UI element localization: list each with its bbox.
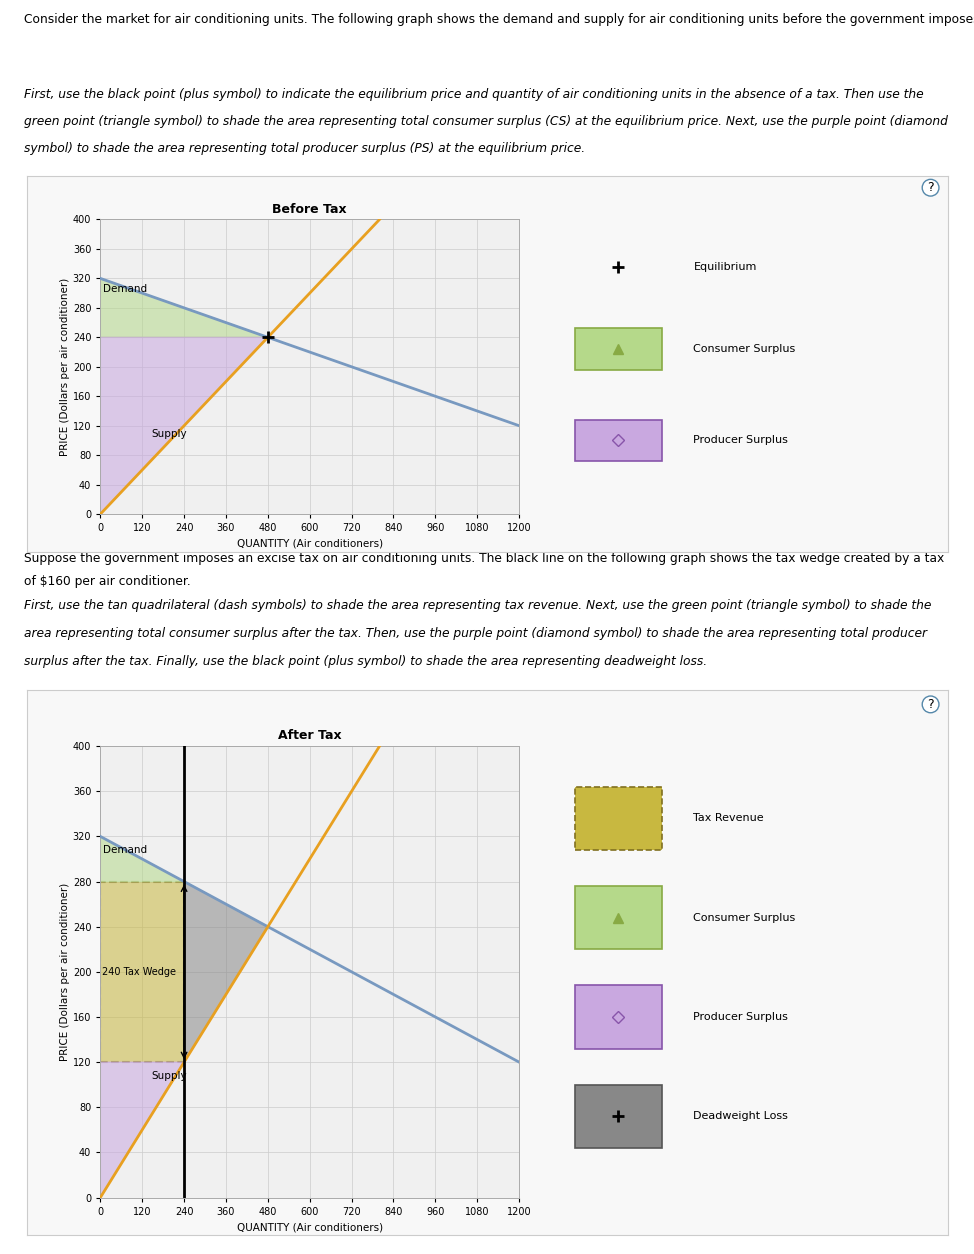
Polygon shape: [100, 836, 184, 882]
Text: symbol) to shade the area representing total producer surplus (PS) at the equili: symbol) to shade the area representing t…: [24, 142, 585, 155]
Text: ?: ?: [927, 181, 934, 194]
Text: Demand: Demand: [103, 285, 147, 295]
Polygon shape: [100, 337, 268, 514]
Text: of $160 per air conditioner.: of $160 per air conditioner.: [24, 574, 191, 588]
Text: Tax Revenue: Tax Revenue: [693, 814, 764, 824]
Text: Supply: Supply: [151, 429, 187, 439]
FancyBboxPatch shape: [575, 986, 662, 1048]
FancyBboxPatch shape: [575, 420, 662, 461]
Y-axis label: PRICE (Dollars per air conditioner): PRICE (Dollars per air conditioner): [60, 883, 70, 1061]
Text: Consumer Surplus: Consumer Surplus: [693, 913, 796, 923]
Text: Producer Surplus: Producer Surplus: [693, 435, 788, 445]
Text: Consider the market for air conditioning units. The following graph shows the de: Consider the market for air conditioning…: [24, 13, 974, 25]
Text: area representing total consumer surplus after the tax. Then, use the purple poi: area representing total consumer surplus…: [24, 627, 927, 641]
Text: surplus after the tax. Finally, use the black point (plus symbol) to shade the a: surplus after the tax. Finally, use the …: [24, 656, 707, 668]
Text: Deadweight Loss: Deadweight Loss: [693, 1111, 788, 1121]
FancyBboxPatch shape: [575, 786, 662, 850]
Polygon shape: [100, 882, 184, 1062]
Text: Supply: Supply: [151, 1071, 187, 1081]
Polygon shape: [100, 278, 268, 337]
Text: Equilibrium: Equilibrium: [693, 262, 757, 272]
Text: Consumer Surplus: Consumer Surplus: [693, 344, 796, 354]
Text: ?: ?: [927, 698, 934, 711]
FancyBboxPatch shape: [575, 887, 662, 949]
Title: Before Tax: Before Tax: [273, 202, 347, 216]
Title: After Tax: After Tax: [278, 729, 342, 742]
FancyBboxPatch shape: [575, 1085, 662, 1147]
X-axis label: QUANTITY (Air conditioners): QUANTITY (Air conditioners): [237, 539, 383, 549]
Text: green point (triangle symbol) to shade the area representing total consumer surp: green point (triangle symbol) to shade t…: [24, 115, 949, 128]
FancyBboxPatch shape: [575, 329, 662, 370]
Polygon shape: [100, 1062, 184, 1198]
X-axis label: QUANTITY (Air conditioners): QUANTITY (Air conditioners): [237, 1223, 383, 1233]
Text: First, use the black point (plus symbol) to indicate the equilibrium price and q: First, use the black point (plus symbol)…: [24, 88, 924, 100]
Text: Producer Surplus: Producer Surplus: [693, 1012, 788, 1022]
Text: Suppose the government imposes an excise tax on air conditioning units. The blac: Suppose the government imposes an excise…: [24, 552, 945, 564]
Text: Demand: Demand: [103, 845, 147, 855]
Text: 240 Tax Wedge: 240 Tax Wedge: [102, 967, 176, 977]
Text: First, use the tan quadrilateral (dash symbols) to shade the area representing t: First, use the tan quadrilateral (dash s…: [24, 599, 932, 612]
Polygon shape: [184, 882, 268, 1062]
Y-axis label: PRICE (Dollars per air conditioner): PRICE (Dollars per air conditioner): [60, 277, 70, 456]
